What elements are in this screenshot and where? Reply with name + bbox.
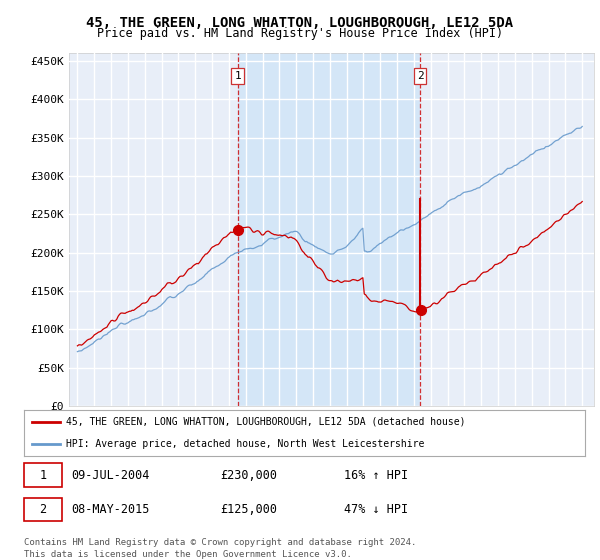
Text: 16% ↑ HPI: 16% ↑ HPI [344, 469, 408, 482]
Text: 08-MAY-2015: 08-MAY-2015 [71, 503, 150, 516]
FancyBboxPatch shape [24, 497, 62, 521]
FancyBboxPatch shape [24, 463, 62, 487]
Text: 45, THE GREEN, LONG WHATTON, LOUGHBOROUGH, LE12 5DA (detached house): 45, THE GREEN, LONG WHATTON, LOUGHBOROUG… [66, 417, 466, 427]
Text: £230,000: £230,000 [220, 469, 277, 482]
Text: 47% ↓ HPI: 47% ↓ HPI [344, 503, 408, 516]
Text: 1: 1 [234, 71, 241, 81]
Text: 1: 1 [40, 469, 47, 482]
Text: HPI: Average price, detached house, North West Leicestershire: HPI: Average price, detached house, Nort… [66, 439, 424, 449]
Text: Contains HM Land Registry data © Crown copyright and database right 2024.
This d: Contains HM Land Registry data © Crown c… [24, 538, 416, 559]
Text: 2: 2 [40, 503, 47, 516]
Text: Price paid vs. HM Land Registry's House Price Index (HPI): Price paid vs. HM Land Registry's House … [97, 27, 503, 40]
Text: 2: 2 [417, 71, 424, 81]
Text: 45, THE GREEN, LONG WHATTON, LOUGHBOROUGH, LE12 5DA: 45, THE GREEN, LONG WHATTON, LOUGHBOROUG… [86, 16, 514, 30]
Text: £125,000: £125,000 [220, 503, 277, 516]
Text: 09-JUL-2004: 09-JUL-2004 [71, 469, 150, 482]
Bar [238, 53, 420, 406]
